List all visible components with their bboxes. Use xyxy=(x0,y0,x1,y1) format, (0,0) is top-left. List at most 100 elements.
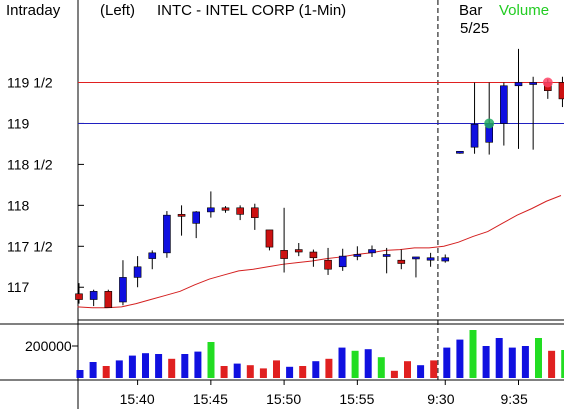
candle xyxy=(529,76,537,150)
axis-side-label: (Left) xyxy=(100,2,136,19)
candle xyxy=(382,247,391,274)
volume-bar xyxy=(259,368,267,378)
price-marker xyxy=(542,77,553,88)
volume-bar xyxy=(338,347,346,378)
x-tick-label: 15:45 xyxy=(193,391,228,407)
volume-bar xyxy=(194,351,202,378)
volume-bar xyxy=(207,342,215,378)
candle xyxy=(177,205,186,236)
candle xyxy=(500,82,508,146)
volume-bar xyxy=(377,357,385,378)
candle xyxy=(368,245,376,257)
volume-bar xyxy=(273,360,280,378)
candle xyxy=(192,211,200,239)
volume-bar xyxy=(246,365,254,378)
volume-bar xyxy=(508,347,516,378)
volume-bar xyxy=(181,354,189,378)
candle xyxy=(148,250,157,270)
volume-bar xyxy=(89,362,97,378)
candle-body xyxy=(309,251,318,259)
volume-bar xyxy=(142,353,149,378)
candle xyxy=(221,206,230,213)
candle xyxy=(470,82,479,154)
candle-body xyxy=(412,256,420,260)
volume-bar xyxy=(364,349,372,378)
y-tick-label: 118 xyxy=(7,197,30,213)
candle xyxy=(397,249,406,270)
candle-body xyxy=(338,255,347,268)
volume-bar xyxy=(168,358,176,378)
candle xyxy=(119,260,127,306)
candle xyxy=(514,48,523,149)
candle xyxy=(324,247,332,275)
candle-body xyxy=(353,254,362,257)
candle-body xyxy=(104,291,113,309)
x-tick-label: 15:55 xyxy=(339,391,374,407)
candle-body xyxy=(382,254,391,257)
volume-bar xyxy=(299,366,307,378)
candle-body xyxy=(75,293,83,300)
candle xyxy=(456,150,464,154)
candle-body xyxy=(192,211,200,224)
candle-body xyxy=(470,123,479,148)
volume-bar xyxy=(128,355,136,378)
candle-body xyxy=(456,150,464,154)
volume-bar xyxy=(469,330,477,378)
candle-body xyxy=(133,266,142,278)
candle-body xyxy=(163,214,171,254)
y-tick-label: 119 1/2 xyxy=(7,74,53,90)
x-tick-label: 9:35 xyxy=(501,391,528,407)
volume-bar xyxy=(548,350,556,378)
candle xyxy=(207,191,215,218)
candle-body xyxy=(89,291,98,300)
candle xyxy=(309,249,318,267)
candle xyxy=(236,205,244,221)
mode-label: Intraday xyxy=(6,2,61,19)
y-tick-label: 117 xyxy=(7,279,30,295)
volume-bar xyxy=(495,338,503,378)
x-tick-label: 9:30 xyxy=(427,391,454,407)
volume-bar xyxy=(115,360,123,378)
candle-body xyxy=(177,214,186,217)
candle xyxy=(251,203,259,230)
volume-bar xyxy=(482,346,490,378)
candle-body xyxy=(529,82,537,85)
candle-body xyxy=(441,257,450,262)
candle-body xyxy=(251,207,259,218)
symbol-title: INTC - INTEL CORP (1-Min) xyxy=(157,2,347,19)
volume-bar xyxy=(390,370,398,378)
volume-bar xyxy=(521,346,529,378)
y-tick-label: 117 1/2 xyxy=(7,238,53,254)
x-tick-label: 15:40 xyxy=(120,391,155,407)
candle xyxy=(75,283,83,304)
candle xyxy=(353,246,362,261)
candle-body xyxy=(397,259,406,264)
volume-label: Volume xyxy=(499,2,550,19)
candle xyxy=(89,289,98,307)
candle-body xyxy=(280,250,288,259)
candle-body xyxy=(514,82,523,87)
candle xyxy=(104,289,113,309)
candle xyxy=(280,207,288,273)
volume-bar xyxy=(456,339,464,378)
volume-bar xyxy=(220,366,228,378)
volume-bar xyxy=(417,365,425,378)
candle-body xyxy=(236,207,244,215)
volume-bar xyxy=(286,366,294,378)
volume-bar xyxy=(312,361,320,378)
bar-date: 5/25 xyxy=(460,20,490,37)
candle-body xyxy=(558,82,564,100)
candle-body xyxy=(368,249,376,254)
moving-average-line xyxy=(77,195,562,309)
candle-body xyxy=(426,257,435,261)
candle xyxy=(426,252,435,267)
candle xyxy=(163,211,171,258)
volume-bar xyxy=(443,347,451,378)
candle xyxy=(133,256,142,288)
volume-bar xyxy=(76,370,84,378)
price-marker xyxy=(484,118,495,129)
candle xyxy=(412,256,420,278)
volume-bar xyxy=(430,360,438,378)
